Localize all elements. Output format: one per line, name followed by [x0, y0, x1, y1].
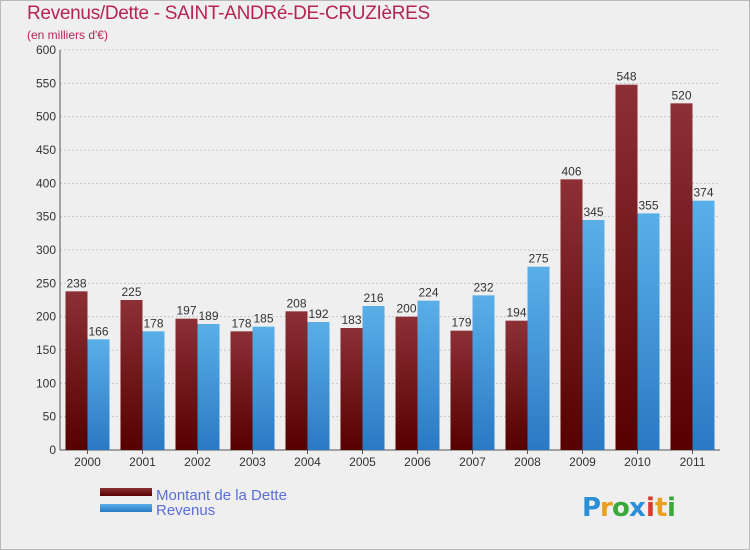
bar-revenus-2003	[252, 326, 275, 450]
bar-dette-2005	[340, 328, 363, 450]
y-tick-label: 150	[36, 343, 56, 357]
bar-revenus-2001	[142, 331, 165, 450]
data-label-revenus: 232	[473, 280, 493, 294]
data-label-revenus: 224	[418, 286, 438, 300]
y-tick-label: 50	[43, 410, 57, 424]
chart-subtitle: (en milliers d'€)	[27, 28, 108, 42]
bar-dette-2008	[505, 320, 528, 450]
data-label-dette: 178	[231, 316, 251, 330]
data-label-revenus: 374	[693, 186, 713, 200]
bar-revenus-2010	[637, 213, 660, 450]
data-label-revenus: 178	[143, 316, 163, 330]
x-tick-label: 2006	[404, 455, 431, 469]
bar-dette-2010	[615, 84, 638, 451]
x-tick-label: 2003	[239, 455, 266, 469]
svg-text:i: i	[667, 493, 676, 523]
bar-dette-2007	[450, 330, 473, 450]
x-tick-label: 2005	[349, 455, 376, 469]
svg-text:P: P	[582, 493, 601, 523]
data-label-dette: 208	[286, 296, 306, 310]
y-tick-label: 250	[36, 276, 56, 290]
data-label-dette: 548	[616, 70, 636, 84]
bar-revenus-2005	[362, 306, 385, 450]
data-label-dette: 225	[121, 285, 141, 299]
data-label-dette: 200	[396, 302, 416, 316]
bar-dette-2011	[670, 103, 693, 450]
y-tick-label: 400	[36, 176, 56, 190]
legend-swatch-dette	[100, 488, 152, 496]
bar-revenus-2000	[87, 339, 110, 450]
legend: Montant de la Dette Revenus	[100, 487, 287, 519]
data-label-revenus: 192	[308, 307, 328, 321]
bar-dette-2009	[560, 179, 583, 451]
x-tick-label: 2004	[294, 455, 321, 469]
y-tick-label: 600	[36, 43, 56, 57]
bar-revenus-2008	[527, 266, 550, 450]
data-label-revenus: 185	[253, 312, 273, 326]
data-label-revenus: 216	[363, 291, 383, 305]
x-tick-label: 2011	[680, 455, 706, 469]
svg-text:i: i	[646, 493, 655, 523]
x-tick-label: 2010	[624, 455, 651, 469]
y-tick-label: 500	[36, 110, 56, 124]
y-tick-label: 200	[36, 310, 56, 324]
data-label-revenus: 275	[528, 252, 548, 266]
bar-dette-2002	[175, 318, 198, 450]
x-tick-label: 2002	[184, 455, 211, 469]
legend-swatch-revenus	[100, 504, 152, 512]
data-label-dette: 194	[506, 306, 526, 320]
svg-text:t: t	[655, 493, 667, 523]
x-tick-label: 2008	[514, 455, 541, 469]
y-tick-label: 350	[36, 210, 56, 224]
y-tick-label: 0	[49, 443, 56, 457]
svg-text:x: x	[629, 493, 646, 523]
bar-revenus-2007	[472, 295, 495, 450]
svg-text:r: r	[600, 493, 613, 523]
data-label-revenus: 355	[638, 198, 658, 212]
y-tick-label: 300	[36, 243, 56, 257]
data-label-dette: 520	[671, 88, 691, 102]
bar-dette-2001	[120, 300, 143, 450]
data-label-dette: 406	[561, 164, 581, 178]
x-tick-label: 2001	[129, 455, 156, 469]
bar-dette-2004	[285, 311, 308, 450]
data-label-dette: 179	[451, 316, 471, 330]
legend-label-dette: Montant de la Dette	[156, 487, 287, 504]
chart-title: Revenus/Dette - SAINT-ANDRé-DE-CRUZIèRES	[27, 3, 430, 24]
bar-revenus-2011	[692, 200, 715, 450]
x-tick-label: 2009	[569, 455, 596, 469]
y-tick-label: 450	[36, 143, 56, 157]
x-tick-label: 2007	[459, 455, 486, 469]
y-tick-label: 100	[36, 376, 56, 390]
bar-dette-2006	[395, 316, 418, 450]
x-tick-label: 2000	[74, 455, 101, 469]
data-label-revenus: 345	[583, 205, 603, 219]
svg-text:o: o	[612, 493, 630, 523]
data-label-revenus: 166	[88, 324, 108, 338]
bar-dette-2000	[65, 291, 88, 450]
data-label-revenus: 189	[198, 309, 218, 323]
bar-revenus-2002	[197, 324, 220, 450]
bar-revenus-2009	[582, 220, 605, 450]
data-label-dette: 197	[176, 304, 196, 318]
bar-revenus-2006	[417, 300, 440, 450]
proxiti-logo: P r o x i t i	[582, 493, 676, 523]
data-label-dette: 238	[66, 276, 86, 290]
bar-revenus-2004	[307, 322, 330, 450]
y-tick-label: 550	[36, 76, 56, 90]
legend-label-revenus: Revenus	[156, 502, 215, 519]
bar-dette-2003	[230, 331, 253, 450]
data-label-dette: 183	[341, 313, 361, 327]
